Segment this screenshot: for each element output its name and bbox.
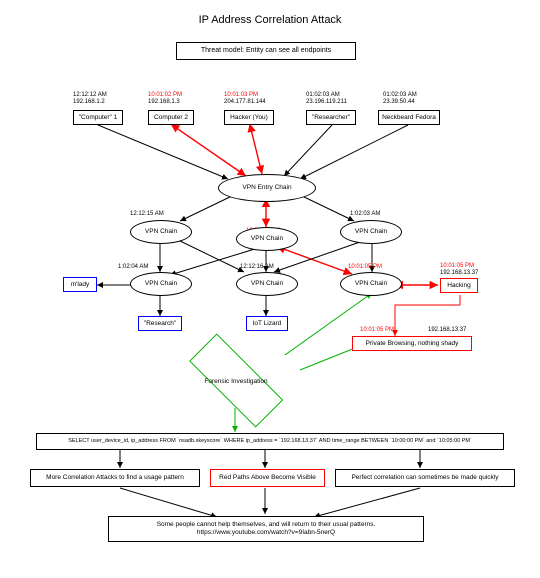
hacking-ts: 10:01:05 PM192.168.13.37 (440, 263, 478, 277)
vpn-chain-bm: VPN Chain (236, 272, 298, 296)
red-paths-visible-box: Red Paths Above Become Visible (210, 469, 325, 487)
vpn-left-ts: 12:12:15 AM (130, 211, 164, 218)
neckbeard-box: Neckbeard Fedora (378, 110, 440, 125)
private-ip: 192.168.13.37 (428, 327, 466, 334)
vpn-entry-chain: VPN Entry Chain (218, 174, 316, 202)
vpn-chain-bl: VPN Chain (130, 272, 192, 296)
perfect-correlation-box: Perfect correlation can sometimes be mad… (335, 469, 515, 487)
hacker-box: Hacker (You) (224, 110, 274, 125)
research-box: "Research" (138, 316, 182, 331)
computer-2-box: Computer 2 (148, 110, 194, 125)
mlady-box: m'lady (63, 277, 97, 292)
private-browsing-box: Private Browsing, nothing shady (352, 336, 472, 351)
vpn-br-ts: 10:01:05 PM (348, 264, 382, 271)
vpn-chain-mid: VPN Chain (236, 227, 298, 251)
vpn-chain-br: VPN Chain (340, 272, 402, 296)
more-correlation-attacks-box: More Correlation Attacks to find a usage… (30, 469, 200, 487)
vpn-chain-left: VPN Chain (130, 220, 192, 244)
neckbeard-ts: 01:02:03 AM23.39.50.44 (383, 92, 417, 106)
vpn-right-ts: 1:02:03 AM (350, 211, 380, 218)
final-box: Some people cannot help themselves, and … (108, 516, 424, 542)
iot-lizard-box: IoT Lizard (246, 316, 288, 331)
sql-query-box: SELECT user_device_id, ip_address FROM `… (36, 433, 504, 450)
researcher-ts: 01:02:03 AM23.196.119.211 (306, 92, 347, 106)
diagram-title: IP Address Correlation Attack (0, 14, 540, 26)
comp2-ts: 10:01:02 PM192.168.1.3 (148, 92, 182, 106)
private-ts: 10:01:05 PM (360, 327, 394, 334)
vpn-bm-ts: 12:12:16 AM (240, 264, 274, 271)
hacking-box: Hacking (440, 278, 478, 293)
vpn-chain-right: VPN Chain (340, 220, 402, 244)
vpn-bl-ts: 1:02:04 AM (118, 264, 148, 271)
computer-1-box: "Computer" 1 (73, 110, 123, 125)
comp1-ts: 12:12:12 AM192.168.1.2 (73, 92, 107, 106)
researcher-box: "Researcher" (306, 110, 356, 125)
hacker-ts: 10:01:03 PM204.177.81.144 (224, 92, 266, 106)
threat-model-box: Threat model: Entity can see all endpoin… (176, 42, 356, 60)
forensic-investigation-diamond: .diamond[data-name="forensic-investigati… (172, 355, 300, 407)
